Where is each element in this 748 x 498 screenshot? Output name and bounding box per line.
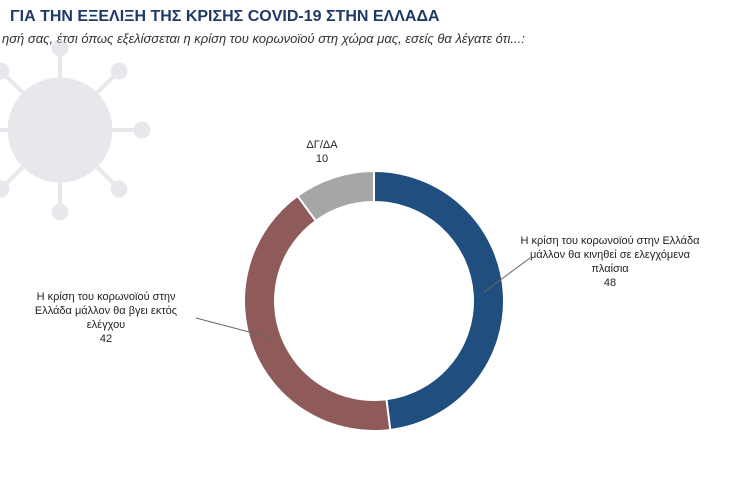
label-out-of-control-value: 42 (99, 333, 113, 345)
label-dk-na-text: ΔΓ/ΔΑ (306, 139, 338, 151)
leader-line-out-of-control (195, 317, 273, 339)
label-controlled-text: Η κρίση του κορωνοϊού στην Ελλάδα μάλλον… (520, 235, 700, 275)
slice-controlled (373, 169, 505, 432)
slice-out-of-control (243, 194, 392, 432)
label-out-of-control: Η κρίση του κορωνοϊού στην Ελλάδα μάλλον… (22, 290, 190, 346)
slice-dk-na (296, 169, 375, 223)
label-out-of-control-text: Η κρίση του κορωνοϊού στην Ελλάδα μάλλον… (34, 291, 178, 331)
leader-line-controlled (483, 257, 531, 293)
page-subtitle: ησή σας, έτσι όπως εξελίσσεται η κρίση τ… (2, 31, 525, 46)
label-dk-na-value: 10 (315, 153, 329, 165)
virus-icon (0, 39, 151, 221)
label-controlled-value: 48 (603, 277, 617, 289)
label-dk-na: ΔΓ/ΔΑ 10 (292, 138, 352, 166)
page-title: ΓΙΑ ΤΗΝ ΕΞΕΛΙΞΗ ΤΗΣ ΚΡΙΣΗΣ COVID-19 ΣΤΗΝ… (10, 8, 440, 25)
label-controlled: Η κρίση του κορωνοϊού στην Ελλάδα μάλλον… (520, 234, 700, 290)
